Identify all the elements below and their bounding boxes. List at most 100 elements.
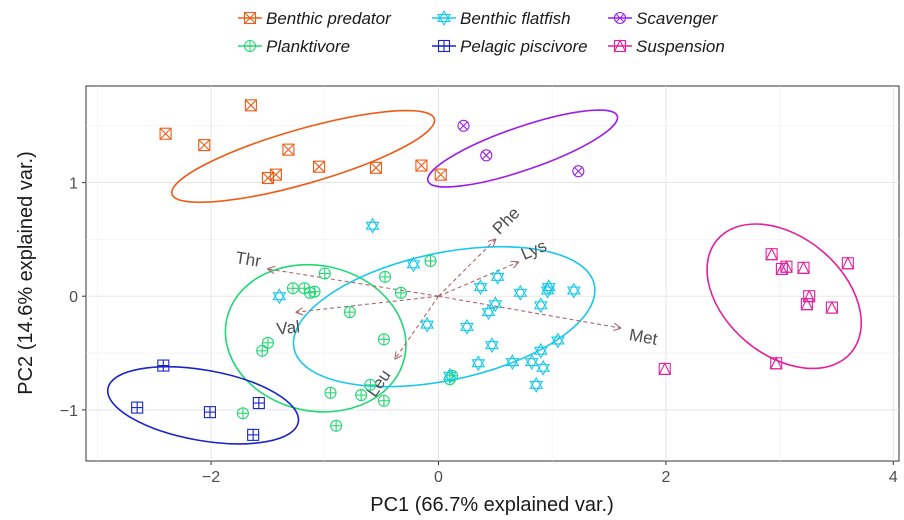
data-point <box>488 296 503 313</box>
data-point <box>247 428 260 441</box>
y-tick-label: −1 <box>60 403 78 420</box>
legend: Benthic predator Benthic flatfish Scavenge… <box>238 9 725 56</box>
x-axis: −2 0 2 4 <box>202 461 898 486</box>
data-point <box>471 355 486 372</box>
gridlines <box>86 86 899 461</box>
data-point <box>765 247 779 261</box>
data-point <box>550 332 565 349</box>
group-ellipse <box>706 223 863 370</box>
data-point <box>460 318 474 335</box>
data-point <box>236 407 249 420</box>
data-point <box>572 165 585 178</box>
data-point <box>442 367 457 384</box>
group-ellipse <box>292 245 596 388</box>
data-point <box>244 99 257 112</box>
data-point <box>490 268 505 285</box>
data-point <box>505 354 520 371</box>
x-tick-label: 2 <box>661 469 670 486</box>
data-point <box>513 284 528 301</box>
data-point <box>800 297 814 311</box>
x-tick-label: 4 <box>889 469 898 486</box>
data-point <box>769 356 783 370</box>
loading-arrow <box>438 239 495 297</box>
data-point <box>473 279 488 296</box>
x-axis-title: PC1 (66.7% explained var.) <box>370 494 613 516</box>
data-point <box>533 342 548 359</box>
y-axis: −1 0 1 <box>60 176 86 420</box>
legend-item: Planktivore <box>238 37 350 56</box>
data-point <box>198 139 211 152</box>
data-point <box>272 288 287 305</box>
legend-label: Benthic flatfish <box>460 9 571 28</box>
data-point <box>485 337 499 354</box>
data-point <box>269 168 282 181</box>
loading-arrow <box>395 295 439 359</box>
data-point <box>480 149 493 162</box>
data-point <box>825 300 839 314</box>
loading-arrow <box>438 295 620 328</box>
data-point <box>355 389 368 402</box>
x-tick-label: −2 <box>202 469 220 486</box>
data-point <box>420 316 435 333</box>
data-point <box>415 159 428 172</box>
data-point <box>524 354 539 371</box>
legend-label: Planktivore <box>266 37 350 56</box>
legend-item: Suspension <box>608 37 725 56</box>
data-point <box>131 401 144 414</box>
group-ellipse <box>106 365 300 445</box>
data-point <box>540 282 555 299</box>
data-point <box>424 254 437 268</box>
data-point <box>318 267 331 280</box>
loading-arrow <box>268 269 439 297</box>
data-point <box>365 217 380 234</box>
group-ellipse <box>224 263 407 413</box>
data-point <box>157 359 170 372</box>
data-point <box>377 394 390 407</box>
data-point <box>802 289 816 303</box>
legend-label: Scavenger <box>636 9 719 28</box>
data-point <box>797 261 810 274</box>
y-tick-label: 0 <box>69 289 78 306</box>
data-point <box>282 143 295 156</box>
data-point <box>481 304 496 321</box>
data-point <box>261 171 274 185</box>
loading-label: Met <box>628 325 659 349</box>
group-ellipse <box>426 109 619 188</box>
loading-label: Thr <box>234 248 263 271</box>
y-tick-label: 1 <box>69 176 78 193</box>
data-point <box>364 378 377 391</box>
data-point <box>256 344 269 357</box>
data-point <box>378 270 392 283</box>
group-ellipses <box>106 109 863 445</box>
legend-item: Benthic flatfish <box>432 9 571 28</box>
data-point <box>394 286 408 299</box>
data-point <box>434 168 447 181</box>
data-point <box>566 282 581 299</box>
data-point <box>324 386 337 399</box>
legend-item: Pelagic piscivore <box>432 37 588 56</box>
data-point <box>529 376 544 393</box>
data-point <box>658 362 672 376</box>
data-point <box>343 306 356 319</box>
data-point <box>203 406 216 419</box>
loading-arrow <box>296 295 439 312</box>
data-point <box>261 336 274 349</box>
data-point <box>775 262 789 276</box>
data-point <box>536 359 551 376</box>
data-point <box>369 161 383 174</box>
data-points <box>131 99 855 441</box>
x-tick-label: 0 <box>434 469 443 486</box>
data-point <box>841 256 855 270</box>
legend-label: Benthic predator <box>266 9 392 28</box>
data-point <box>533 297 548 314</box>
legend-item: Benthic predator <box>238 9 392 28</box>
legend-item: Scavenger <box>608 9 719 28</box>
legend-label: Pelagic piscivore <box>460 37 588 56</box>
loading-label: Val <box>276 317 301 338</box>
data-point <box>330 419 343 432</box>
data-point <box>377 333 390 346</box>
y-axis-title: PC2 (14.6% explained var.) <box>15 151 37 394</box>
loading-arrow <box>438 262 518 297</box>
data-point <box>308 285 321 298</box>
